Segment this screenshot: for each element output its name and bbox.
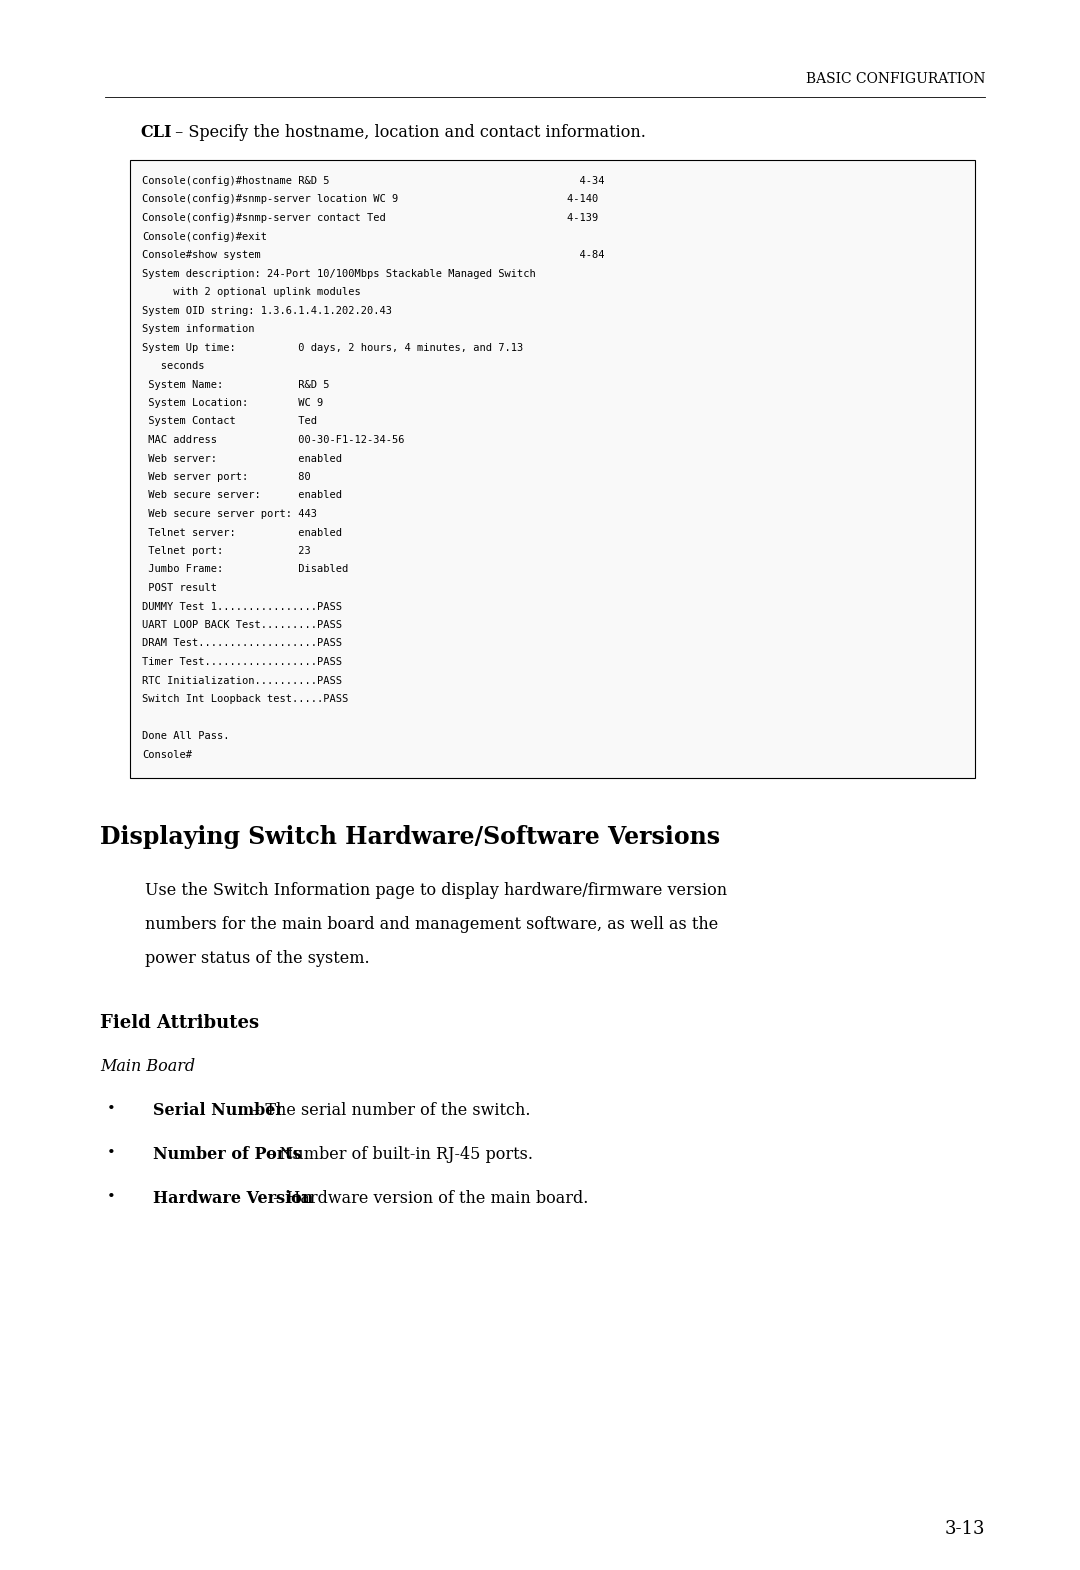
- Text: Done All Pass.: Done All Pass.: [141, 732, 229, 741]
- Text: Console(config)#hostname R&D 5                                        4-34: Console(config)#hostname R&D 5 4-34: [141, 176, 605, 185]
- Text: POST result: POST result: [141, 582, 217, 593]
- Text: System description: 24-Port 10/100Mbps Stackable Managed Switch: System description: 24-Port 10/100Mbps S…: [141, 268, 536, 278]
- Text: System Location:        WC 9: System Location: WC 9: [141, 399, 323, 408]
- Text: Serial Number: Serial Number: [153, 1102, 284, 1119]
- Text: Use the Switch Information page to display hardware/firmware version: Use the Switch Information page to displ…: [145, 882, 727, 900]
- Text: System Contact          Ted: System Contact Ted: [141, 416, 318, 427]
- Bar: [130, 160, 975, 779]
- Text: Console(config)#exit: Console(config)#exit: [141, 231, 267, 242]
- Text: power status of the system.: power status of the system.: [145, 950, 369, 967]
- Text: •: •: [107, 1146, 116, 1160]
- Text: •: •: [107, 1190, 116, 1204]
- Text: CLI: CLI: [140, 124, 172, 141]
- Text: Telnet port:            23: Telnet port: 23: [141, 546, 311, 556]
- Text: – Hardware version of the main board.: – Hardware version of the main board.: [268, 1190, 589, 1207]
- Text: Timer Test..................PASS: Timer Test..................PASS: [141, 656, 342, 667]
- Text: System OID string: 1.3.6.1.4.1.202.20.43: System OID string: 1.3.6.1.4.1.202.20.43: [141, 306, 392, 316]
- Text: Console#show system                                                   4-84: Console#show system 4-84: [141, 250, 605, 261]
- Text: System Up time:          0 days, 2 hours, 4 minutes, and 7.13: System Up time: 0 days, 2 hours, 4 minut…: [141, 342, 523, 353]
- Text: Switch Int Loopback test.....PASS: Switch Int Loopback test.....PASS: [141, 694, 348, 703]
- Text: numbers for the main board and management software, as well as the: numbers for the main board and managemen…: [145, 915, 718, 933]
- Text: Web server:             enabled: Web server: enabled: [141, 454, 342, 463]
- Text: Number of Ports: Number of Ports: [153, 1146, 301, 1163]
- Text: Console#: Console#: [141, 749, 192, 760]
- Text: System information: System information: [141, 323, 255, 334]
- Text: DRAM Test...................PASS: DRAM Test...................PASS: [141, 639, 342, 648]
- Text: with 2 optional uplink modules: with 2 optional uplink modules: [141, 287, 361, 297]
- Text: DUMMY Test 1................PASS: DUMMY Test 1................PASS: [141, 601, 342, 611]
- Text: Web secure server port: 443: Web secure server port: 443: [141, 509, 318, 520]
- Text: Displaying Switch Hardware/Software Versions: Displaying Switch Hardware/Software Vers…: [100, 824, 720, 849]
- Text: Console(config)#snmp-server location WC 9                           4-140: Console(config)#snmp-server location WC …: [141, 195, 598, 204]
- Text: MAC address             00-30-F1-12-34-56: MAC address 00-30-F1-12-34-56: [141, 435, 405, 444]
- Text: BASIC CONFIGURATION: BASIC CONFIGURATION: [806, 72, 985, 86]
- Text: – The serial number of the switch.: – The serial number of the switch.: [246, 1102, 530, 1119]
- Text: seconds: seconds: [141, 361, 204, 371]
- Text: – Number of built-in RJ-45 ports.: – Number of built-in RJ-45 ports.: [261, 1146, 534, 1163]
- Text: Telnet server:          enabled: Telnet server: enabled: [141, 528, 342, 537]
- Text: Console(config)#snmp-server contact Ted                             4-139: Console(config)#snmp-server contact Ted …: [141, 214, 598, 223]
- Text: Main Board: Main Board: [100, 1058, 195, 1075]
- Text: Web server port:        80: Web server port: 80: [141, 473, 311, 482]
- Text: – Specify the hostname, location and contact information.: – Specify the hostname, location and con…: [170, 124, 646, 141]
- Text: 3-13: 3-13: [945, 1520, 985, 1539]
- Text: UART LOOP BACK Test.........PASS: UART LOOP BACK Test.........PASS: [141, 620, 342, 630]
- Text: Field Attributes: Field Attributes: [100, 1014, 259, 1031]
- Text: Web secure server:      enabled: Web secure server: enabled: [141, 490, 342, 501]
- Text: Jumbo Frame:            Disabled: Jumbo Frame: Disabled: [141, 565, 348, 575]
- Text: System Name:            R&D 5: System Name: R&D 5: [141, 380, 329, 389]
- Text: •: •: [107, 1102, 116, 1116]
- Text: Hardware Version: Hardware Version: [153, 1190, 313, 1207]
- Text: RTC Initialization..........PASS: RTC Initialization..........PASS: [141, 675, 342, 686]
